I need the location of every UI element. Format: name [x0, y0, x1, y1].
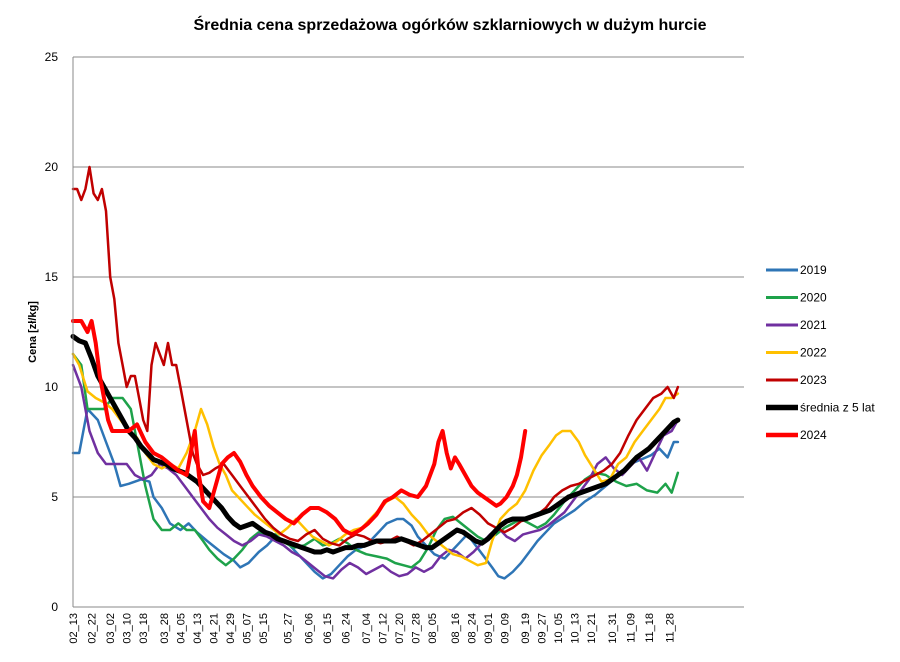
legend-label-0: 2019	[800, 263, 827, 277]
x-tick-11_28: 11_28	[665, 613, 677, 643]
x-tick-11_18: 11_18	[644, 613, 656, 643]
legend-label-2: 2021	[800, 318, 827, 332]
x-tick-06_24: 06_24	[341, 613, 353, 644]
legend-label-6: 2024	[800, 428, 827, 442]
series-line-6	[71, 319, 528, 537]
axes	[72, 57, 744, 608]
x-tick-09_27: 09_27	[537, 613, 549, 644]
x-tick-07_20: 07_20	[394, 613, 406, 644]
x-tick-03_02: 03_02	[105, 613, 117, 644]
x-tick-07_12: 07_12	[378, 613, 390, 644]
legend-label-3: 2022	[800, 346, 827, 360]
x-tick-11_09: 11_09	[625, 613, 637, 643]
x-tick-08_16: 08_16	[450, 613, 462, 644]
y-tick-25: 25	[45, 50, 59, 64]
legend-label-1: 2020	[800, 291, 827, 305]
chart-title: Średnia cena sprzedażowa ogórków szklarn…	[193, 15, 706, 34]
series-line-0	[71, 407, 680, 580]
y-tick-0: 0	[51, 600, 58, 614]
x-tick-07_28: 07_28	[411, 613, 423, 644]
x-tick-04_21: 04_21	[208, 613, 220, 644]
x-tick-10_31: 10_31	[607, 613, 619, 644]
series-line-2	[71, 363, 680, 580]
legend: 2019 2020 2021 2022 2023 średnia z 5 lat 2024	[766, 263, 875, 442]
x-tick-08_24: 08_24	[466, 613, 478, 644]
x-tick-06_15: 06_15	[322, 613, 334, 644]
x-tick-04_29: 04_29	[225, 613, 237, 644]
x-tick-03_10: 03_10	[122, 613, 134, 644]
x-tick-labels: 02_13 02_22 03_02 03_10 03_18 03_28 04_05 04_13…	[68, 613, 677, 644]
x-tick-05_15: 05_15	[258, 613, 270, 644]
y-tick-20: 20	[45, 160, 59, 174]
x-tick-05_27: 05_27	[283, 613, 295, 644]
x-tick-08_05: 08_05	[427, 613, 439, 644]
x-tick-06_06: 06_06	[303, 613, 315, 644]
x-tick-10_21: 10_21	[586, 613, 598, 644]
y-tick-15: 15	[45, 270, 59, 284]
x-tick-04_13: 04_13	[192, 613, 204, 644]
y-tick-labels: 0 5 10 15 20 25	[45, 50, 59, 614]
x-tick-04_05: 04_05	[175, 613, 187, 644]
y-tick-5: 5	[51, 490, 58, 504]
x-tick-05_07: 05_07	[241, 613, 253, 644]
y-tick-10: 10	[45, 380, 59, 394]
x-tick-09_19: 09_19	[520, 613, 532, 644]
x-tick-03_18: 03_18	[138, 613, 150, 644]
series-lines	[70, 165, 681, 580]
x-tick-02_13: 02_13	[68, 613, 80, 644]
x-tick-02_22: 02_22	[87, 613, 99, 644]
series-line-4	[71, 165, 680, 547]
x-tick-09_09: 09_09	[500, 613, 512, 644]
x-tick-10_13: 10_13	[570, 613, 582, 644]
legend-label-4: 2023	[800, 373, 827, 387]
x-tick-03_28: 03_28	[159, 613, 171, 644]
x-tick-10_05: 10_05	[553, 613, 565, 644]
legend-label-5: średnia z 5 lat	[800, 401, 875, 415]
x-tick-07_04: 07_04	[361, 613, 373, 644]
y-axis-label: Cena [zł/kg]	[27, 301, 39, 363]
x-tick-09_01: 09_01	[483, 613, 495, 644]
series-line-5	[70, 333, 681, 555]
